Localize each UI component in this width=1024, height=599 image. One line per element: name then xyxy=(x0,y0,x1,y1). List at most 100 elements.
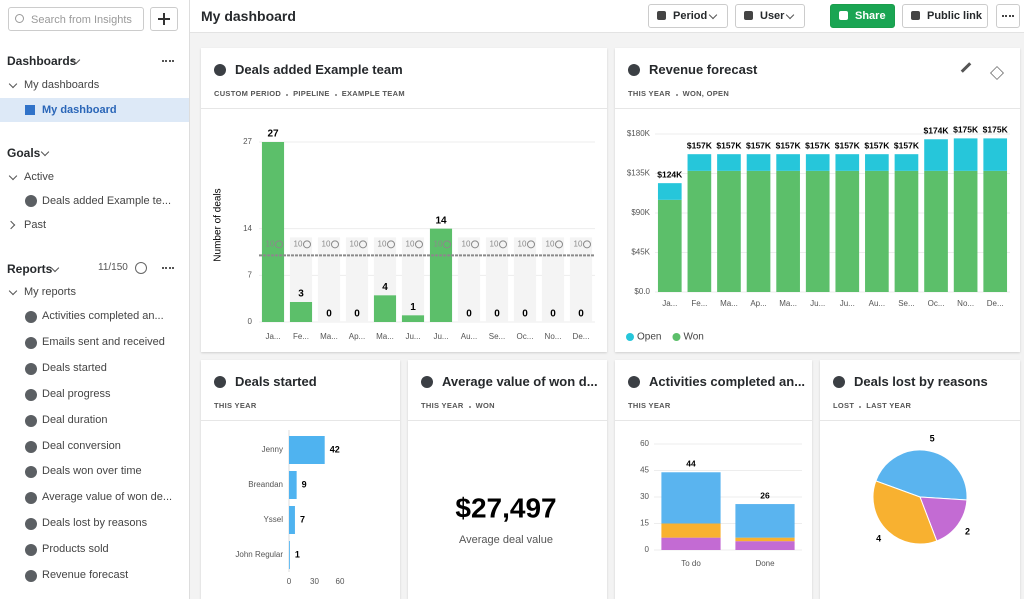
x-tick-label: 0 xyxy=(287,577,292,586)
bar-segment xyxy=(661,472,721,524)
page-title: My dashboard xyxy=(201,8,296,24)
value-label: 1 xyxy=(410,302,416,313)
header-button[interactable]: Period xyxy=(648,4,728,28)
group-label[interactable]: Active xyxy=(24,171,54,183)
y-tick-label: $45K xyxy=(631,248,650,257)
bar-segment xyxy=(924,139,948,171)
report-item[interactable]: Emails sent and received xyxy=(42,336,165,348)
bar xyxy=(261,142,285,322)
report-item[interactable]: Deals started xyxy=(42,362,107,374)
nav-item[interactable]: Deals added Example te... xyxy=(42,195,172,207)
subtitle-dot xyxy=(859,406,862,408)
x-tick-label: Oc... xyxy=(517,332,534,341)
bar-segment xyxy=(735,537,795,542)
header-button[interactable]: User xyxy=(735,4,805,28)
goal-label: 10 xyxy=(266,239,275,248)
x-tick-label: Fe... xyxy=(691,299,707,308)
report-item[interactable]: Revenue forecast xyxy=(42,569,129,581)
bar-segment xyxy=(805,170,830,292)
widget-subtitle: WON, OPEN xyxy=(682,89,730,98)
total-label: $175K xyxy=(983,125,1009,135)
goal-column xyxy=(289,237,313,322)
widget-subtitle: EXAMPLE TEAM xyxy=(341,89,405,98)
report-count: 11/150 xyxy=(98,262,128,273)
report-item[interactable]: Deals won over time xyxy=(42,465,142,477)
widget-subtitle: THIS YEAR xyxy=(214,401,257,410)
report-item[interactable]: Activities completed an... xyxy=(42,310,164,322)
value-label: 0 xyxy=(466,309,472,320)
widget-subtitle: WON xyxy=(475,401,495,410)
value-label: 0 xyxy=(494,309,500,320)
goal-label: 10 xyxy=(322,239,331,248)
group-label[interactable]: My reports xyxy=(24,286,76,298)
goal-column xyxy=(569,237,593,322)
group-label[interactable]: My dashboards xyxy=(24,79,100,91)
y-tick-label: $90K xyxy=(631,208,650,217)
bar-segment xyxy=(953,170,978,292)
search-input[interactable]: Search from Insights xyxy=(8,7,144,31)
icon xyxy=(25,518,37,530)
bar-segment xyxy=(735,504,795,538)
x-tick-label: Oc... xyxy=(928,299,945,308)
report-item[interactable]: Products sold xyxy=(42,543,109,555)
add-button[interactable] xyxy=(150,7,178,31)
report-item[interactable]: Average value of won de... xyxy=(42,491,173,503)
y-axis-label: Number of deals xyxy=(213,188,224,261)
report-item[interactable]: Deals lost by reasons xyxy=(42,517,148,529)
goal-icon xyxy=(471,240,479,249)
widget-title[interactable]: Deals added Example team xyxy=(235,62,403,77)
y-tick-label: 7 xyxy=(248,270,253,279)
widget-subtitle: PIPELINE xyxy=(293,89,330,98)
value-label: 0 xyxy=(326,309,332,320)
button-icon xyxy=(911,11,920,20)
widget-title[interactable]: Deals started xyxy=(235,374,317,389)
pie-slice xyxy=(872,480,938,545)
more-button[interactable] xyxy=(162,60,174,64)
report-item[interactable]: Deal progress xyxy=(42,388,111,400)
bar xyxy=(401,315,425,322)
nav-item[interactable]: My dashboard xyxy=(42,104,117,116)
icon xyxy=(421,376,433,388)
bar-segment xyxy=(717,170,741,292)
goal-label: 10 xyxy=(294,239,303,248)
legend-label: Won xyxy=(683,332,703,343)
goal-icon xyxy=(275,240,283,249)
subtitle-dot xyxy=(334,94,337,96)
report-item[interactable]: Deal duration xyxy=(42,414,108,426)
icon xyxy=(25,570,37,582)
goal-label: 10 xyxy=(546,239,555,248)
report-item[interactable]: Deal conversion xyxy=(42,440,121,452)
y-tick-label: Yssel xyxy=(263,515,283,524)
bar-segment xyxy=(865,154,889,171)
value-label: 4 xyxy=(382,282,388,293)
icon xyxy=(214,64,226,76)
value-label: 0 xyxy=(522,309,528,320)
icon xyxy=(214,376,226,388)
goal-label: 10 xyxy=(378,239,387,248)
group-label[interactable]: Past xyxy=(24,219,47,231)
goal-column xyxy=(541,237,565,322)
widget-title[interactable]: Deals lost by reasons xyxy=(854,374,988,389)
y-tick-label: $0.0 xyxy=(634,287,650,296)
icon xyxy=(25,389,37,401)
x-tick-label: To do xyxy=(681,559,701,568)
more-button[interactable] xyxy=(162,267,174,271)
pie-slice xyxy=(919,496,968,542)
x-tick-label: Ma... xyxy=(720,299,738,308)
slice-label: 2 xyxy=(965,526,970,536)
button-icon xyxy=(744,11,753,20)
header-button[interactable]: Public link xyxy=(902,4,988,28)
goal-label: 10 xyxy=(462,239,471,248)
bar xyxy=(429,228,453,322)
bar-segment xyxy=(717,154,741,171)
widget-subtitle: LOST xyxy=(833,401,855,410)
card-divider xyxy=(615,108,1020,109)
widget-title[interactable]: Revenue forecast xyxy=(649,62,758,77)
bar-segment xyxy=(776,170,800,292)
widget-title[interactable]: Activities completed an... xyxy=(649,374,806,389)
goal-label: 10 xyxy=(490,239,499,248)
x-tick-label: Fe... xyxy=(293,332,309,341)
bar-segment xyxy=(746,170,771,292)
widget-title[interactable]: Average value of won d... xyxy=(442,374,598,389)
